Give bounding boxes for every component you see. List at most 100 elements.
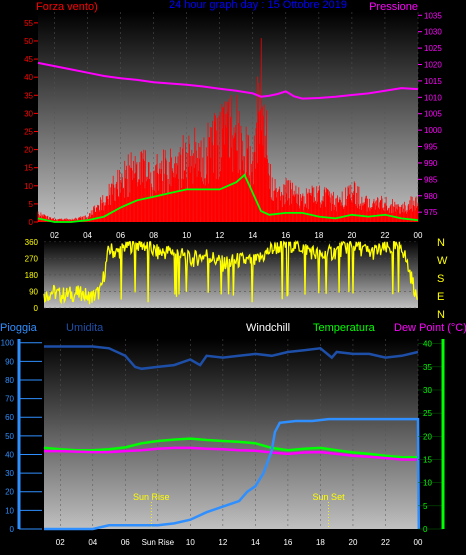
hour-tick-label: 08 xyxy=(149,231,158,240)
hour-tick-label: 16 xyxy=(281,231,290,240)
hour-tick-label: 22 xyxy=(381,538,390,547)
rain-axis-tick: 60 xyxy=(5,413,14,422)
pressure-axis-tick: 990 xyxy=(424,159,438,168)
hour-tick-label: 18 xyxy=(316,538,325,547)
direction-axis-tick: 270 xyxy=(25,254,39,263)
hour-tick-label: 16 xyxy=(283,538,292,547)
temperature-axis-tick: 10 xyxy=(423,479,432,488)
compass-label: N xyxy=(437,237,445,249)
pressure-axis-tick: 1000 xyxy=(424,126,442,135)
rain-axis-tick: 10 xyxy=(5,506,14,515)
hour-tick-label: 14 xyxy=(251,538,260,547)
rain-axis-tick: 70 xyxy=(5,395,14,404)
windchill-legend-label: Windchill xyxy=(246,322,290,334)
temperature-axis-tick: 30 xyxy=(423,386,432,395)
compass-label: W xyxy=(437,255,448,267)
wind-axis-tick: 30 xyxy=(24,109,33,118)
temperature-axis-tick: 20 xyxy=(423,432,432,441)
hour-tick-label: 20 xyxy=(349,538,358,547)
direction-axis-tick: 0 xyxy=(34,304,39,313)
temperature-plot-area xyxy=(44,339,418,529)
temperature-axis-tick: 0 xyxy=(423,525,428,534)
rain-axis-tick: 100 xyxy=(1,339,15,348)
pressure-axis-tick: 1015 xyxy=(424,77,442,86)
hour-tick-label: 12 xyxy=(218,538,227,547)
wind-axis-tick: 40 xyxy=(24,73,33,82)
pressure-axis-tick: 1030 xyxy=(424,28,442,37)
hour-tick-label: 06 xyxy=(116,231,125,240)
hour-tick-label: 02 xyxy=(56,538,65,547)
hour-tick-label: 10 xyxy=(182,231,191,240)
pressure-axis-tick: 1020 xyxy=(424,61,442,70)
pressure-axis-tick: 1035 xyxy=(424,11,442,20)
wind-axis-tick: 15 xyxy=(24,164,33,173)
dewpoint-legend-label: Dew Point (°C) xyxy=(394,322,466,334)
rain-axis-tick: 80 xyxy=(5,376,14,385)
hour-tick-label: 00 xyxy=(414,231,423,240)
pressure-axis-tick: 1025 xyxy=(424,44,442,53)
wind-axis-tick: 50 xyxy=(24,37,33,46)
pressure-axis-tick: 985 xyxy=(424,175,438,184)
direction-axis-tick: 180 xyxy=(25,271,39,280)
hour-tick-label: 02 xyxy=(50,231,59,240)
rain-axis-tick: 90 xyxy=(5,357,14,366)
direction-axis-tick: 360 xyxy=(25,238,39,247)
sun-marker-label: Sun Set xyxy=(313,492,346,502)
hour-tick-label: 22 xyxy=(381,231,390,240)
temperature-axis-tick: 15 xyxy=(423,455,432,464)
rain-axis-tick: 40 xyxy=(5,450,14,459)
hour-tick-label: 06 xyxy=(121,538,130,547)
wind-axis-title: Forza vento) xyxy=(36,1,98,13)
rain-legend-label: Pioggia xyxy=(0,322,38,334)
hour-tick-label: 00 xyxy=(414,538,423,547)
wind-axis-tick: 20 xyxy=(24,146,33,155)
rain-line xyxy=(44,417,421,531)
pressure-axis-tick: 1005 xyxy=(424,110,442,119)
temperature-axis-tick: 5 xyxy=(423,502,428,511)
hour-tick-label: 10 xyxy=(186,538,195,547)
temperature-line xyxy=(43,437,418,459)
hour-tick-label: 12 xyxy=(215,231,224,240)
hour-tick-label: 04 xyxy=(88,538,97,547)
temperature-axis-tick: 40 xyxy=(423,340,432,349)
chart-title: 24 hour graph day : 15 Ottobre 2019 xyxy=(169,0,347,11)
pressure-axis-title: Pressione xyxy=(369,1,418,13)
temperature-axis-tick: 35 xyxy=(423,363,432,372)
wind-axis-tick: 55 xyxy=(24,19,33,28)
hour-tick-label: 20 xyxy=(347,231,356,240)
hour-tick-label: 04 xyxy=(83,231,92,240)
humidity-line xyxy=(44,345,419,371)
hour-tick-label: 18 xyxy=(314,231,323,240)
direction-axis-tick: 90 xyxy=(29,287,38,296)
hour-tick-label: 14 xyxy=(248,231,257,240)
pressure-axis-tick: 980 xyxy=(424,192,438,201)
wind-axis-tick: 0 xyxy=(29,218,34,227)
wind-axis-tick: 35 xyxy=(24,91,33,100)
wind-axis-tick: 45 xyxy=(24,55,33,64)
wind-axis-tick: 5 xyxy=(29,200,34,209)
pressure-line xyxy=(37,61,419,100)
humidity-legend-label: Umidita xyxy=(66,322,104,334)
rain-axis-tick: 20 xyxy=(5,488,14,497)
temperature-axis-tick: 25 xyxy=(423,409,432,418)
compass-label: N xyxy=(437,309,445,321)
sun-marker-label: Sun Rise xyxy=(133,492,170,502)
rain-axis-tick: 50 xyxy=(5,432,14,441)
wind-axis-tick: 10 xyxy=(24,182,33,191)
wind-direction-plot-area xyxy=(44,240,418,308)
pressure-axis-tick: 995 xyxy=(424,143,438,152)
compass-label: E xyxy=(437,291,444,303)
temperature-legend-label: Temperatura xyxy=(313,322,376,334)
rain-axis-tick: 0 xyxy=(10,525,15,534)
wind-direction-line xyxy=(43,240,418,305)
wind-average-line xyxy=(37,173,419,223)
pressure-axis-tick: 975 xyxy=(424,208,438,217)
wind-axis-tick: 25 xyxy=(24,127,33,136)
rain-axis-tick: 30 xyxy=(5,469,14,478)
compass-label: S xyxy=(437,273,444,285)
